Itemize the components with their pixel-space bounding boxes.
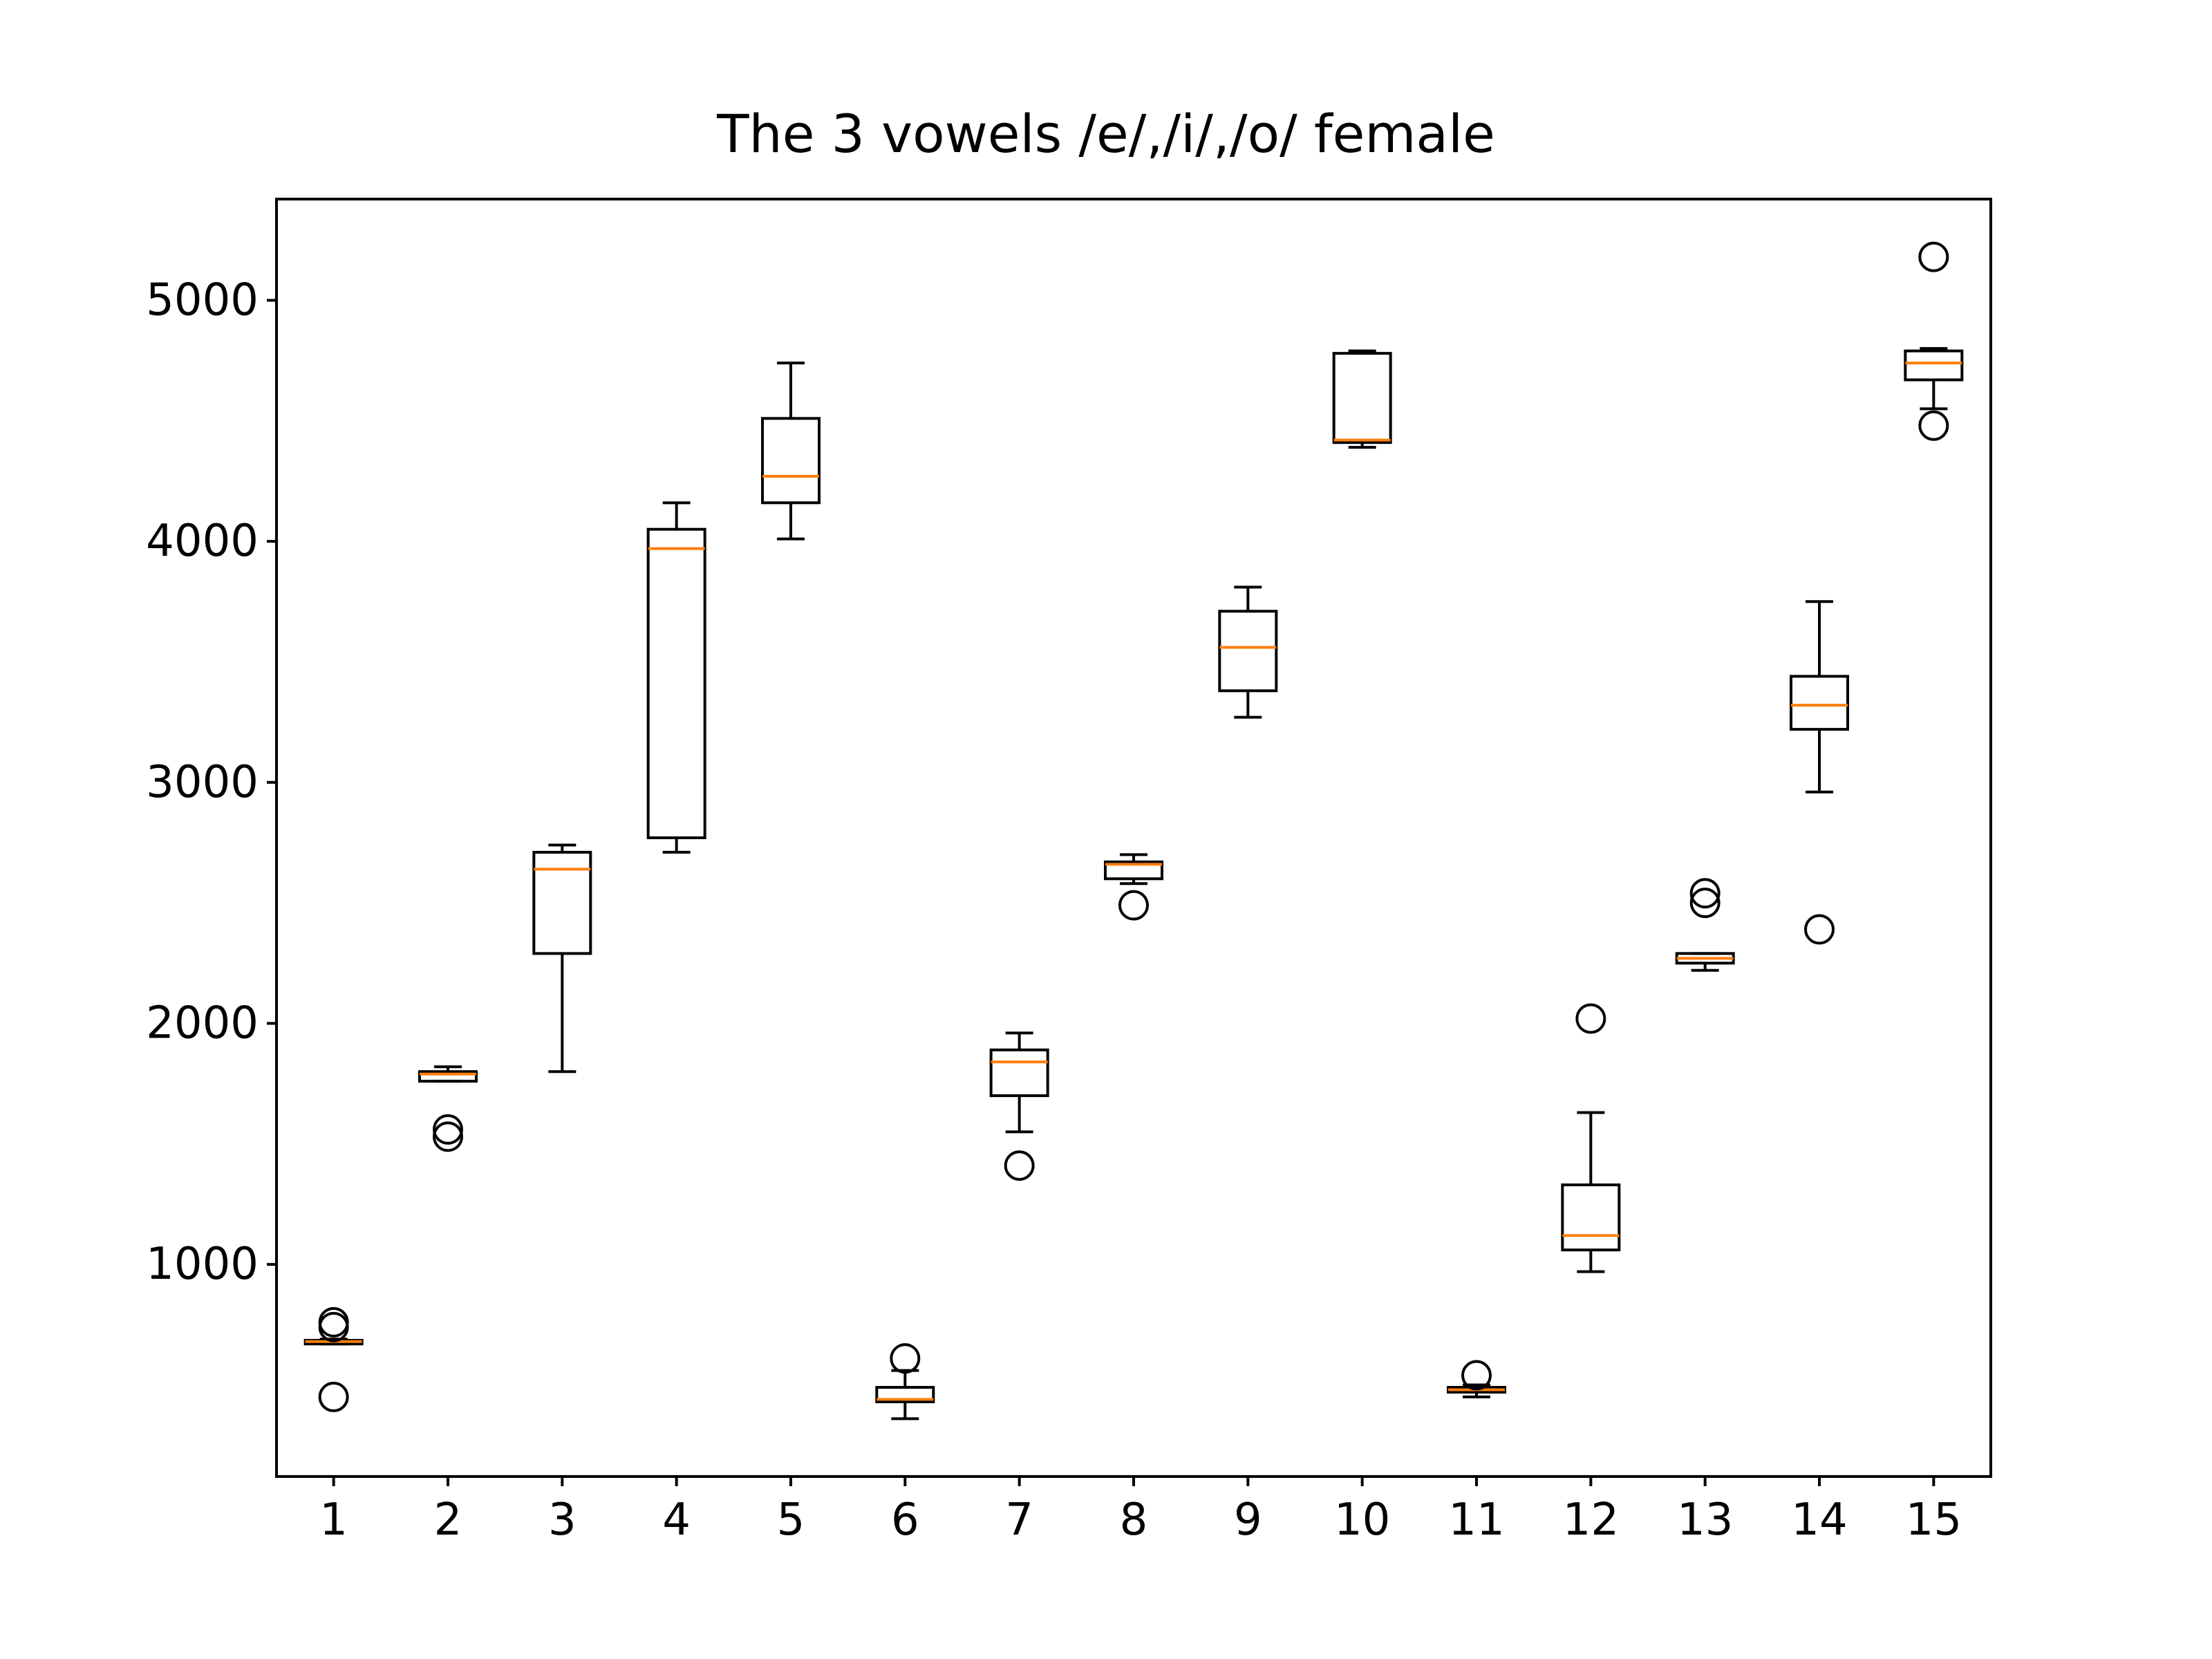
iqr-box [1104,860,1163,881]
box-5 [761,362,821,541]
box-14 [1790,600,1849,945]
y-tick-label: 1000 [146,1239,259,1290]
outlier-point [433,1114,463,1145]
box-1 [303,1306,364,1412]
x-tick-label: 6 [891,1494,919,1546]
iqr-box [646,527,706,839]
x-tick-label: 14 [1791,1494,1847,1546]
outlier-point [1118,890,1149,921]
box-15 [1904,241,1964,441]
box-series [303,241,1964,1421]
box-8 [1104,853,1163,921]
box-7 [989,1031,1049,1181]
outlier-point [1918,410,1949,441]
outlier-point [1004,1150,1035,1181]
iqr-box [875,1385,935,1403]
y-tick-label: 4000 [146,516,259,567]
iqr-box [1218,610,1278,693]
x-tick-label: 5 [777,1494,805,1546]
x-tick-label: 10 [1334,1494,1390,1546]
y-tick-label: 3000 [146,757,259,808]
box-13 [1675,878,1735,972]
x-tick-label: 3 [548,1494,577,1546]
outlier-point [1804,914,1835,945]
box-9 [1218,585,1278,719]
x-tick-label: 9 [1234,1494,1262,1546]
x-tick-label: 13 [1677,1494,1733,1546]
box-2 [418,1065,478,1152]
x-tick-label: 1 [319,1494,348,1546]
x-tick-label: 7 [1005,1494,1033,1546]
outlier-point [1461,1360,1492,1391]
outlier-point [1918,241,1949,272]
x-tick-label: 4 [662,1494,691,1546]
box-12 [1561,1003,1621,1273]
outlier-point [1575,1003,1606,1034]
iqr-box [418,1070,478,1083]
y-axis: 1000 2000 3000 4000 5000 [146,274,276,1290]
iqr-box [1904,349,1964,382]
box-11 [1447,1360,1506,1398]
y-tick-label: 5000 [146,274,259,326]
iqr-box [761,417,821,505]
iqr-box [532,850,592,955]
x-tick-label: 12 [1563,1494,1619,1546]
box-4 [646,501,706,854]
plot-area-frame [275,198,1992,1478]
iqr-box [1790,675,1849,731]
x-tick-label: 8 [1120,1494,1148,1546]
outlier-point [318,1381,349,1412]
box-6 [875,1343,935,1421]
x-axis: 1 2 3 4 5 6 7 8 9 10 11 12 13 14 15 [319,1477,1962,1546]
x-tick-label: 11 [1448,1494,1504,1546]
box-10 [1332,349,1392,449]
outlier-point [1689,878,1721,909]
outlier-point [433,1121,463,1152]
outlier-point [890,1343,921,1374]
outlier-point [1689,888,1721,919]
x-tick-label: 2 [434,1494,462,1546]
outlier-point [318,1311,349,1342]
box-3 [532,843,592,1074]
iqr-box [1332,352,1392,444]
chart-title: The 3 vowels /e/,/i/,/o/ female [716,103,1495,165]
iqr-box [989,1048,1049,1098]
iqr-box [1561,1183,1621,1252]
x-tick-label: 15 [1906,1494,1962,1546]
y-tick-label: 2000 [146,997,259,1049]
